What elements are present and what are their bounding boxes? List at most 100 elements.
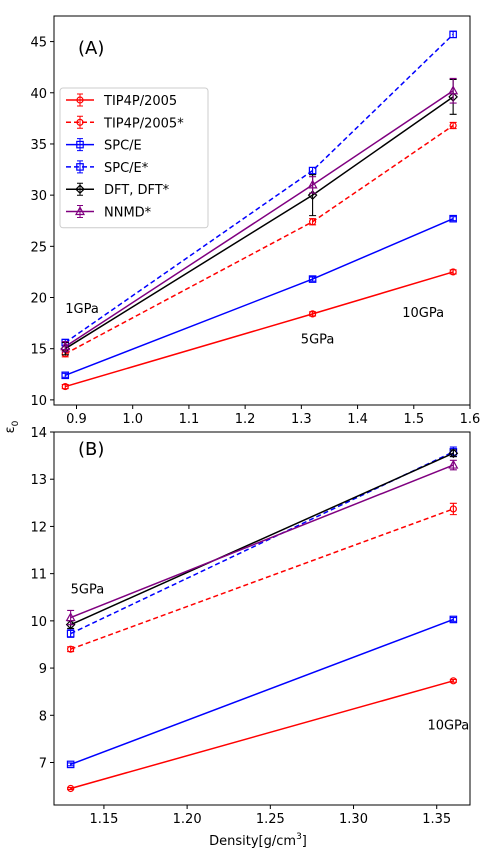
x-tick-label: 1.15 (89, 812, 118, 827)
legend-marker (76, 140, 84, 149)
data-point (449, 677, 457, 685)
series-line (70, 508, 454, 650)
y-axis-symbol: ε (3, 426, 18, 433)
panel-a: 0.9 1.0 1.1 1.2 1.3 1.4 1.5 1.6 10 15 20 25 30 35 40 45… (30, 15, 480, 427)
error-bar (449, 502, 457, 516)
series-line (70, 680, 454, 790)
panel-a-frame (53, 15, 471, 406)
x-tick-label: 1.35 (422, 812, 451, 827)
pressure-annotation: 1GPa (65, 302, 99, 317)
panel-b-ticks: 1.15 1.20 1.25 1.30 1.35 7 8 9 10 11 12 13 14 (30, 426, 451, 827)
error-bar (449, 216, 457, 222)
data-point (67, 784, 75, 793)
error-bar (449, 77, 457, 104)
x-axis-title-superscript: 3 (296, 832, 302, 842)
pressure-annotation: 10GPa (402, 306, 444, 321)
legend-label: TIP4P/2005 (103, 94, 177, 109)
x-tick-label: 1.30 (339, 812, 368, 827)
data-point (449, 505, 457, 513)
panel-a-series (60, 30, 459, 391)
panel-a-ticks: 0.9 1.0 1.1 1.2 1.3 1.4 1.5 1.6 10 15 20 25 30 35 40 45 (30, 36, 480, 427)
legend: TIP4P/2005 TIP4P/2005* SPC/E SPC/E* DFT, DFT… (59, 87, 209, 229)
y-tick-label: 11 (30, 568, 47, 583)
y-axis-subscript: 0 (11, 420, 21, 426)
series-spc-e (66, 615, 458, 769)
x-axis-title-end: ] (302, 834, 307, 849)
data-point (65, 619, 76, 630)
series-line (64, 33, 454, 344)
data-point (449, 214, 457, 223)
error-bar (309, 176, 317, 194)
series-spc-e (61, 30, 457, 347)
data-point (449, 121, 457, 130)
data-point (61, 382, 69, 391)
x-tick-label: 1.0 (122, 412, 143, 427)
series-nnmd (65, 459, 459, 626)
panel-b-label: (B) (78, 439, 104, 460)
panel-b-series (65, 446, 459, 793)
legend-label: SPC/E* (104, 161, 149, 176)
pressure-annotation: 5GPa (301, 333, 335, 348)
data-point (308, 310, 317, 318)
y-tick-label: 40 (30, 87, 47, 102)
y-tick-label: 45 (30, 36, 47, 51)
x-axis-title-main: Density[g/cm (209, 834, 296, 849)
legend-error-bar (77, 115, 83, 129)
data-point (308, 275, 317, 283)
legend-item-dft-dft: DFT, DFT* (66, 182, 170, 198)
x-tick-label: 0.9 (66, 412, 87, 427)
series-line (64, 218, 454, 377)
data-point (449, 615, 458, 624)
data-point (61, 371, 70, 380)
x-tick-label: 1.3 (291, 412, 312, 427)
data-point (65, 612, 76, 622)
data-point (308, 218, 317, 226)
x-tick-label: 1.25 (256, 812, 285, 827)
series-line (65, 271, 454, 388)
error-bar (449, 617, 457, 622)
legend-error-bar (77, 93, 83, 107)
legend-item-nnmd: NNMD* (66, 205, 152, 221)
data-point (307, 179, 318, 189)
x-axis-title: Density[g/cm3] (209, 832, 307, 849)
y-tick-label: 10 (30, 394, 47, 409)
panel-b-annotations: 5GPa 10GPa (71, 582, 470, 733)
panel-b-frame (53, 431, 471, 806)
series-dft-dft (65, 448, 459, 630)
data-point (449, 30, 457, 39)
y-tick-label: 25 (30, 240, 47, 255)
error-bar (67, 762, 75, 767)
data-point (66, 760, 75, 769)
legend-marker (74, 206, 86, 216)
data-point (66, 629, 75, 638)
x-tick-label: 1.1 (179, 412, 200, 427)
series-nnmd (60, 77, 459, 353)
error-bar (449, 30, 457, 39)
y-tick-label: 7 (39, 757, 47, 772)
y-axis-title: ε0 (3, 420, 21, 433)
error-bar (61, 372, 69, 378)
data-point (449, 268, 457, 276)
pressure-annotation: 10GPa (427, 718, 469, 733)
panel-b: 1.15 1.20 1.25 1.30 1.35 7 8 9 10 11 12 13 14 (B) 5G… (30, 426, 471, 827)
legend-marker (75, 184, 85, 195)
legend-item-tip4p-2005: TIP4P/2005* (66, 115, 184, 131)
series-tip4p-2005 (67, 502, 457, 653)
x-tick-label: 1.4 (347, 412, 368, 427)
error-bar (309, 276, 317, 282)
legend-label: SPC/E (104, 139, 142, 154)
series-line (70, 452, 454, 626)
legend-error-bar (77, 138, 83, 152)
legend-marker (76, 163, 84, 171)
legend-label: DFT, DFT* (104, 183, 170, 198)
y-tick-label: 20 (30, 292, 47, 307)
data-point (448, 459, 459, 469)
pressure-annotation: 5GPa (71, 582, 105, 597)
series-line (70, 618, 454, 766)
legend-label: NNMD* (104, 206, 152, 221)
legend-marker (76, 96, 84, 104)
panel-a-annotations: 1GPa 5GPa 10GPa (65, 302, 444, 348)
data-point (308, 166, 317, 175)
y-tick-label: 30 (30, 189, 47, 204)
